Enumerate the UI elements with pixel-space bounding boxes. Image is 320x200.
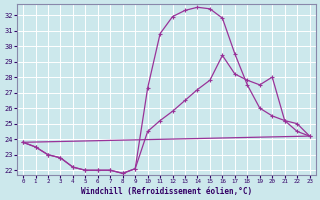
X-axis label: Windchill (Refroidissement éolien,°C): Windchill (Refroidissement éolien,°C) [81,187,252,196]
